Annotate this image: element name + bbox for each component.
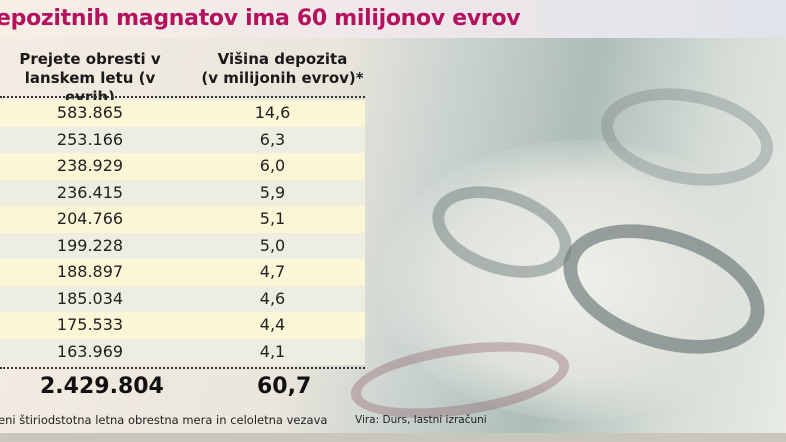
interest-cell: 188.897 <box>0 259 180 286</box>
table-row: 175.533 4,4 <box>0 312 365 339</box>
column-header-interest: Prejete obresti v lanskem letu (v evrih) <box>0 50 180 107</box>
table-row: 188.897 4,7 <box>0 259 365 286</box>
deposit-cell: 5,1 <box>180 206 365 233</box>
title-bar <box>0 0 786 38</box>
interest-cell: 238.929 <box>0 153 180 180</box>
total-deposit: 60,7 <box>257 374 312 399</box>
interest-cell: 583.865 <box>0 100 180 127</box>
deposit-cell: 14,6 <box>180 100 365 127</box>
table-row: 185.034 4,6 <box>0 285 365 312</box>
interest-cell: 185.034 <box>0 285 180 312</box>
header-line: Prejete obresti v <box>19 50 161 68</box>
table-row: 236.415 5,9 <box>0 179 365 206</box>
deposit-cell: 5,9 <box>180 179 365 206</box>
table-row: 238.929 6,0 <box>0 153 365 180</box>
interest-cell: 199.228 <box>0 232 180 259</box>
deposit-cell: 4,4 <box>180 312 365 339</box>
footnote: eni štiriodstotna letna obrestna mera in… <box>0 413 328 427</box>
source: Vira: Durs, lastni izračuni <box>355 414 487 426</box>
interest-cell: 175.533 <box>0 312 180 339</box>
divider <box>0 367 365 369</box>
deposit-cell: 6,3 <box>180 126 365 153</box>
divider <box>0 96 365 98</box>
deposit-cell: 4,7 <box>180 259 365 286</box>
deposit-cell: 6,0 <box>180 153 365 180</box>
deposit-cell: 4,6 <box>180 285 365 312</box>
deposit-cell: 5,0 <box>180 232 365 259</box>
column-header-deposit: Višina depozita (v milijonih evrov)* <box>190 50 375 88</box>
table-row: 204.766 5,1 <box>0 206 365 233</box>
table-row: 253.166 6,3 <box>0 126 365 153</box>
deposit-cell: 4,1 <box>180 338 365 365</box>
interest-cell: 204.766 <box>0 206 180 233</box>
bottom-band <box>0 433 786 442</box>
interest-cell: 163.969 <box>0 338 180 365</box>
chart-title: epozitnih magnatov ima 60 milijonov evro… <box>0 6 521 31</box>
header-line: Višina depozita <box>217 50 348 68</box>
table-row: 199.228 5,0 <box>0 232 365 259</box>
table-row: 583.865 14,6 <box>0 100 365 127</box>
total-interest: 2.429.804 <box>40 374 164 399</box>
interest-cell: 253.166 <box>0 126 180 153</box>
header-line: (v milijonih evrov)* <box>201 69 364 87</box>
data-table: 583.865 14,6 253.166 6,3 238.929 6,0 236.415 5,… <box>0 100 365 365</box>
interest-cell: 236.415 <box>0 179 180 206</box>
table-row: 163.969 4,1 <box>0 338 365 365</box>
